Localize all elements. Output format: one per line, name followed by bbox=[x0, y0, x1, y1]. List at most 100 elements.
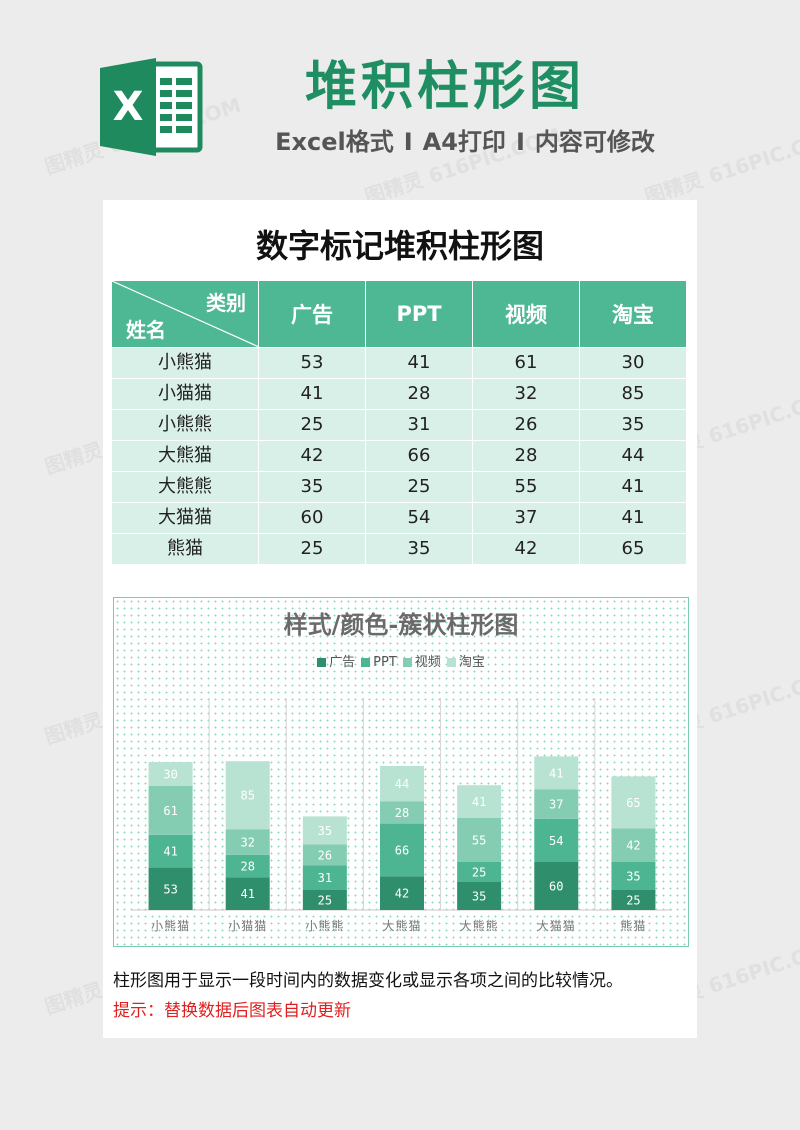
bar-segment[interactable] bbox=[457, 818, 502, 862]
value-cell[interactable]: 30 bbox=[579, 347, 687, 379]
value-cell[interactable]: 41 bbox=[258, 378, 366, 410]
bar-segment[interactable] bbox=[148, 834, 193, 868]
value-cell[interactable]: 41 bbox=[365, 347, 473, 379]
value-cell[interactable]: 28 bbox=[365, 378, 473, 410]
value-cell[interactable]: 85 bbox=[579, 378, 687, 410]
legend-item[interactable]: 广告 bbox=[317, 654, 355, 672]
value-cell[interactable]: 60 bbox=[258, 502, 366, 534]
legend-swatch-icon bbox=[402, 658, 412, 667]
corner-header-cell[interactable]: 类别 姓名 bbox=[111, 280, 259, 348]
bar-segment[interactable] bbox=[302, 890, 347, 910]
value-cell[interactable]: 26 bbox=[472, 409, 580, 441]
bar-segment[interactable] bbox=[225, 829, 270, 855]
value-cell[interactable]: 28 bbox=[472, 440, 580, 472]
row-name-cell[interactable]: 大熊猫 bbox=[111, 440, 259, 472]
bar-segment[interactable] bbox=[611, 890, 656, 910]
bar-segment[interactable] bbox=[380, 823, 424, 877]
value-cell[interactable]: 35 bbox=[579, 409, 687, 441]
data-label: 28 bbox=[240, 860, 254, 874]
column-header-ppt[interactable]: PPT bbox=[365, 280, 473, 348]
category-tick-label: 小熊猫 bbox=[151, 918, 190, 933]
legend-label: 广告 bbox=[329, 655, 356, 670]
bar-segment[interactable] bbox=[380, 876, 424, 910]
spreadsheet-page: 数字标记堆积柱形图 类别 姓名 广告 PPT 视频 淘宝 小熊猫 53 41 61 30… bbox=[103, 200, 697, 1038]
row-name-cell[interactable]: 小熊熊 bbox=[111, 409, 259, 441]
legend-item[interactable]: PPT bbox=[361, 654, 397, 672]
legend-label: PPT bbox=[373, 655, 397, 670]
value-cell[interactable]: 44 bbox=[579, 440, 687, 472]
excel-logo-icon: X bbox=[100, 58, 204, 156]
data-label: 35 bbox=[626, 870, 640, 884]
category-tick-label: 大熊猫 bbox=[382, 918, 421, 933]
bar-segment[interactable] bbox=[148, 762, 193, 786]
bar-segment[interactable] bbox=[225, 854, 270, 878]
bar-segment[interactable] bbox=[611, 828, 656, 862]
data-label: 31 bbox=[318, 871, 332, 885]
legend-swatch-icon bbox=[317, 658, 327, 667]
table-row: 大猫猫 60 54 37 41 bbox=[111, 502, 687, 534]
value-cell[interactable]: 37 bbox=[472, 502, 580, 534]
corner-category-label: 类别 bbox=[206, 291, 246, 315]
value-cell[interactable]: 61 bbox=[472, 347, 580, 379]
data-label: 53 bbox=[163, 882, 177, 896]
bar-segment[interactable] bbox=[148, 867, 193, 910]
legend-item[interactable]: 淘宝 bbox=[446, 654, 485, 672]
bar-segment[interactable] bbox=[457, 785, 502, 818]
value-cell[interactable]: 53 bbox=[258, 347, 366, 379]
value-cell[interactable]: 25 bbox=[258, 533, 366, 565]
bar-segment[interactable] bbox=[302, 816, 347, 845]
table-row: 小熊熊 25 31 26 35 bbox=[111, 409, 687, 441]
subtitle-editable: 内容可修改 bbox=[534, 128, 655, 156]
value-cell[interactable]: 32 bbox=[472, 378, 580, 410]
column-header-video[interactable]: 视频 bbox=[472, 280, 580, 348]
row-name-cell[interactable]: 大猫猫 bbox=[111, 502, 259, 534]
value-cell[interactable]: 42 bbox=[472, 533, 580, 565]
bar-segment[interactable] bbox=[611, 776, 656, 829]
value-cell[interactable]: 54 bbox=[365, 502, 473, 534]
value-cell[interactable]: 55 bbox=[472, 471, 580, 503]
value-cell[interactable]: 41 bbox=[579, 502, 687, 534]
value-cell[interactable]: 31 bbox=[365, 409, 473, 441]
chart-legend: 广告 PPT 视频 淘宝 bbox=[114, 654, 688, 672]
value-cell[interactable]: 42 bbox=[258, 440, 366, 472]
data-label: 25 bbox=[318, 894, 332, 908]
bar-segment[interactable] bbox=[457, 862, 502, 882]
row-name-cell[interactable]: 熊猫 bbox=[111, 533, 259, 565]
bar-segment[interactable] bbox=[380, 801, 424, 824]
bar-segment[interactable] bbox=[534, 789, 579, 819]
value-cell[interactable]: 65 bbox=[579, 533, 687, 565]
table-row: 熊猫 25 35 42 65 bbox=[111, 533, 687, 565]
bar-segment[interactable] bbox=[225, 877, 270, 910]
column-header-taobao[interactable]: 淘宝 bbox=[579, 280, 687, 348]
value-cell[interactable]: 35 bbox=[365, 533, 473, 565]
data-label: 42 bbox=[395, 887, 409, 901]
bar-segment[interactable] bbox=[457, 882, 502, 910]
legend-label: 淘宝 bbox=[458, 655, 485, 670]
bar-segment[interactable] bbox=[225, 761, 270, 830]
table-row: 小猫猫 41 28 32 85 bbox=[111, 378, 687, 410]
bar-segment[interactable] bbox=[611, 862, 656, 890]
column-header-ad[interactable]: 广告 bbox=[258, 280, 366, 348]
data-label: 35 bbox=[318, 824, 332, 838]
bar-segment[interactable] bbox=[534, 862, 579, 910]
table-row: 小熊猫 53 41 61 30 bbox=[111, 347, 687, 379]
value-cell[interactable]: 66 bbox=[365, 440, 473, 472]
value-cell[interactable]: 41 bbox=[579, 471, 687, 503]
bar-segment[interactable] bbox=[534, 818, 579, 862]
data-label: 28 bbox=[395, 806, 409, 820]
value-cell[interactable]: 35 bbox=[258, 471, 366, 503]
stacked-bar-chart[interactable]: 样式/颜色-簇状柱形图 广告 PPT 视频 淘宝 53 41 61 30 小熊猫 41 28 32 8… bbox=[113, 597, 689, 947]
bar-segment[interactable] bbox=[302, 865, 347, 890]
bar-segment[interactable] bbox=[302, 844, 347, 866]
table-body: 小熊猫 53 41 61 30 小猫猫 41 28 32 85 小熊熊 25 31 26 35 大熊猫 42 66… bbox=[111, 347, 687, 565]
bar-segment[interactable] bbox=[148, 786, 193, 835]
row-name-cell[interactable]: 小猫猫 bbox=[111, 378, 259, 410]
value-cell[interactable]: 25 bbox=[258, 409, 366, 441]
row-name-cell[interactable]: 大熊熊 bbox=[111, 471, 259, 503]
value-cell[interactable]: 25 bbox=[365, 471, 473, 503]
data-label: 60 bbox=[549, 880, 563, 894]
bar-segment[interactable] bbox=[534, 756, 579, 790]
row-name-cell[interactable]: 小熊猫 bbox=[111, 347, 259, 379]
legend-item[interactable]: 视频 bbox=[402, 654, 441, 672]
bar-segment[interactable] bbox=[380, 766, 424, 802]
